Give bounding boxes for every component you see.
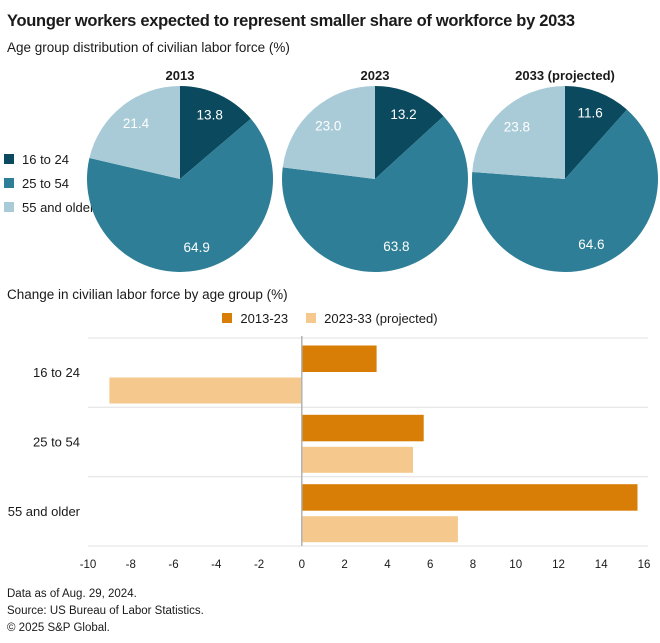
pie-value-label: 64.6 (578, 237, 604, 252)
footer-line-copyright: © 2025 S&P Global. (7, 622, 110, 634)
bar (301, 414, 424, 442)
bar (301, 446, 413, 473)
x-tick-label: 14 (595, 559, 608, 571)
x-tick-label: -6 (168, 559, 178, 571)
pie-value-label: 11.6 (578, 106, 603, 121)
bar (301, 345, 377, 372)
pie-title: 2023 (360, 68, 390, 83)
pie-chart: 2023 13.2 63.8 23.0 (282, 68, 468, 272)
legend-swatch (4, 202, 14, 212)
pie-legend: 16 to 24 25 to 54 55 and older (4, 147, 94, 219)
legend-label: 2013-23 (240, 310, 289, 326)
pie-title: 2013 (165, 68, 195, 83)
pie-slice (89, 86, 180, 179)
pie-value-label: 23.8 (504, 120, 530, 135)
legend-item: 25 to 54 (4, 171, 94, 195)
legend-swatch (306, 313, 317, 323)
x-tick-label: 2 (341, 559, 347, 571)
pie-value-label: 13.2 (390, 107, 416, 122)
legend-swatch (222, 313, 233, 323)
legend-item: 2023-33 (projected) (306, 310, 438, 326)
bar-section-title: Change in civilian labor force by age gr… (7, 287, 288, 302)
pie-slice (375, 86, 444, 179)
pie-value-label: 23.0 (315, 119, 341, 134)
pie-slice (180, 86, 251, 179)
bar (109, 377, 302, 404)
page-title: Younger workers expected to represent sm… (7, 12, 575, 30)
pie-value-label: 64.9 (184, 240, 210, 255)
x-tick-label: -4 (211, 559, 222, 571)
pie-slice (282, 86, 375, 179)
category-label: 25 to 54 (33, 435, 80, 450)
pie-charts-area: 2013 13.8 64.9 21.4 2023 13.2 63.8 23.0 2033 (pr… (0, 68, 660, 274)
bar (301, 516, 458, 543)
x-tick-label: 12 (552, 559, 565, 571)
pie-section-title: Age group distribution of civilian labor… (7, 40, 290, 55)
x-tick-label: -10 (80, 559, 97, 571)
legend-item: 2013-23 (222, 310, 288, 326)
x-tick-label: 4 (384, 559, 391, 571)
pie-slice (472, 109, 658, 272)
x-tick-label: 0 (299, 559, 305, 571)
legend-label: 55 and older (22, 199, 95, 215)
x-tick-label: 10 (509, 559, 522, 571)
pie-value-label: 21.4 (123, 116, 150, 131)
footer-line-data-as-of: Data as of Aug. 29, 2024. (7, 588, 137, 600)
pie-chart: 2013 13.8 64.9 21.4 (87, 68, 273, 272)
bar (301, 484, 638, 511)
pie-slice (472, 86, 565, 179)
category-label: 55 and older (8, 504, 81, 519)
legend-item: 16 to 24 (4, 147, 94, 171)
pie-value-label: 13.8 (197, 107, 223, 122)
x-tick-label: -8 (126, 559, 136, 571)
bar-chart-svg: 16 to 24 25 to 54 55 and older -10 -8 -6 -4 -2 0… (8, 336, 651, 571)
x-tick-label: 6 (427, 559, 433, 571)
pie-title: 2033 (projected) (515, 68, 615, 83)
pie-chart: 2033 (projected) 11.6 64.6 23.8 (472, 68, 658, 272)
x-tick-label: 16 (638, 559, 651, 571)
pie-slice (282, 116, 468, 272)
legend-label: 25 to 54 (22, 175, 69, 191)
pie-value-label: 63.8 (383, 239, 409, 254)
legend-label: 16 to 24 (22, 151, 69, 167)
legend-swatch (4, 154, 14, 164)
pie-slice (565, 86, 627, 179)
legend-swatch (4, 178, 14, 188)
x-tick-label: 8 (470, 559, 476, 571)
footer-notes: Data as of Aug. 29, 2024. Source: US Bur… (7, 586, 204, 637)
pie-slice (87, 118, 273, 272)
bar-legend: 2013-23 2023-33 (projected) (0, 310, 660, 326)
footer-line-source: Source: US Bureau of Labor Statistics. (7, 605, 204, 617)
x-tick-label: -2 (254, 559, 264, 571)
legend-item: 55 and older (4, 195, 94, 219)
legend-label: 2023-33 (projected) (324, 310, 438, 326)
category-label: 16 to 24 (33, 365, 80, 380)
